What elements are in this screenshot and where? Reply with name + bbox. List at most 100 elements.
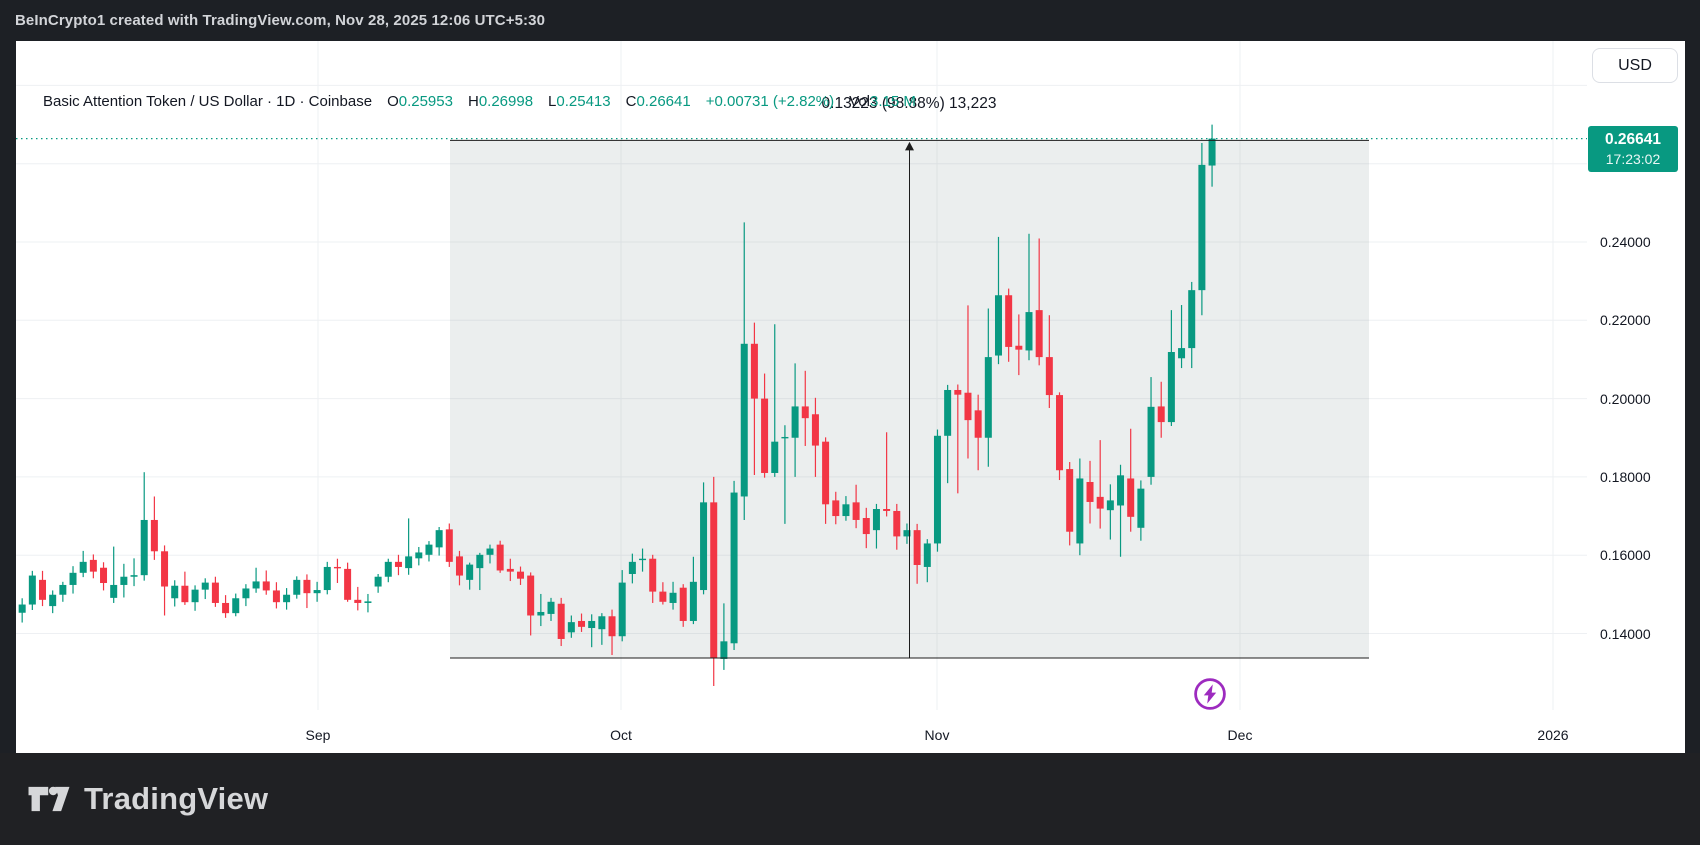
ohlc-values: O0.25953 H0.26998 L0.25413 C0.26641 — [387, 93, 691, 110]
candle-body — [394, 561, 402, 567]
flash-idea-icon[interactable] — [1192, 676, 1228, 712]
candle-body — [89, 559, 97, 572]
candle-body — [120, 576, 128, 585]
candle-body — [415, 552, 423, 559]
candle-body — [1137, 488, 1145, 528]
candle-body — [862, 518, 870, 535]
candle-body — [313, 590, 321, 594]
tradingview-logo-icon[interactable] — [27, 785, 71, 813]
candle-body — [1056, 395, 1064, 471]
candle-body — [49, 594, 57, 607]
candle-body — [649, 558, 657, 592]
candle-body — [384, 561, 392, 577]
candle-body — [527, 575, 535, 616]
candle-body — [608, 616, 616, 637]
candle-body — [710, 502, 718, 658]
candle-body — [79, 561, 87, 573]
candle-body — [1188, 290, 1196, 349]
candle-body — [405, 556, 413, 569]
tradingview-wordmark[interactable]: TradingView — [84, 781, 269, 816]
candle-body — [944, 389, 952, 436]
candle-body — [28, 575, 36, 605]
candle-body — [69, 572, 77, 585]
ohlc-item: L0.25413 — [548, 93, 611, 110]
candle-body — [771, 441, 779, 473]
candle-body — [140, 519, 148, 576]
currency-button[interactable]: USD — [1592, 48, 1678, 83]
bar-countdown: 17:23:02 — [1605, 150, 1661, 167]
ohlc-item: O0.25953 — [387, 93, 453, 110]
time-axis-label: Sep — [305, 727, 331, 743]
candle-body — [1066, 469, 1074, 532]
candle-body — [801, 406, 809, 419]
candle-body — [700, 502, 708, 591]
candle-body — [1167, 352, 1175, 423]
chart-panel: Basic Attention Token / US Dollar · 1D ·… — [16, 41, 1685, 753]
attribution-text: BeInCrypto1 created with TradingView.com… — [15, 12, 546, 29]
candle-body — [39, 579, 47, 600]
candle-body — [272, 590, 280, 603]
candle-body — [781, 436, 789, 439]
candle-body — [211, 582, 219, 603]
time-axis-label: Dec — [1227, 727, 1253, 743]
candle-body — [537, 611, 545, 616]
candle-body — [933, 435, 941, 544]
candle-body — [883, 509, 891, 511]
price-range-tool-lines — [450, 139, 1369, 659]
candle-body — [232, 598, 240, 614]
measurement-label: 0.13223 (98.88%) 13,223 — [821, 95, 997, 112]
price-axis-label: 0.24000 — [1600, 234, 1651, 250]
candle-body — [974, 410, 982, 438]
time-axis-label: Nov — [924, 727, 950, 743]
candle-body — [496, 544, 504, 571]
volume-value: 3.15 M — [870, 93, 916, 110]
candle-body — [1127, 478, 1135, 517]
candle-body — [832, 500, 840, 517]
candle-body — [954, 389, 962, 395]
candle-body — [506, 568, 514, 572]
candle-body — [842, 504, 850, 517]
candle-body — [18, 604, 26, 613]
footer-bar: TradingView — [0, 753, 1700, 845]
candle-body — [181, 585, 189, 603]
price-axis-label: 0.16000 — [1600, 547, 1651, 564]
candle-body — [222, 602, 230, 614]
candle-body — [354, 599, 362, 603]
candle-body — [822, 441, 830, 505]
candle-body — [567, 622, 575, 633]
candle-body — [303, 579, 311, 594]
candle-body — [150, 519, 158, 552]
candle-body — [578, 620, 586, 627]
candle-body — [1086, 481, 1094, 502]
candle-body — [323, 566, 331, 591]
candle-body — [903, 530, 911, 537]
candle-body — [364, 601, 372, 603]
candle-body — [59, 584, 67, 595]
candle-body — [1035, 310, 1043, 358]
candle-body — [1157, 406, 1165, 423]
candle-body — [1198, 164, 1206, 291]
price-axis-label: 0.14000 — [1600, 625, 1651, 642]
candle-body — [435, 530, 443, 548]
candle-body — [344, 568, 352, 600]
candle-body — [750, 343, 758, 399]
candle-body — [852, 502, 860, 520]
candle-body — [293, 579, 301, 595]
candle-body — [161, 551, 169, 587]
candle-body — [110, 584, 118, 598]
price-axis-label: 0.20000 — [1600, 390, 1651, 407]
candle-body — [517, 571, 524, 579]
candle-body — [262, 581, 270, 591]
time-axis-label: 2026 — [1537, 727, 1569, 743]
candle-body — [1178, 348, 1186, 359]
candle-body — [1076, 478, 1084, 544]
candle-body — [791, 406, 799, 438]
candle-body — [761, 398, 769, 473]
candle-body — [679, 587, 687, 621]
candle-body — [486, 548, 494, 555]
candle-body — [283, 594, 291, 603]
candle-body — [1025, 312, 1033, 351]
candle-body — [252, 581, 260, 589]
